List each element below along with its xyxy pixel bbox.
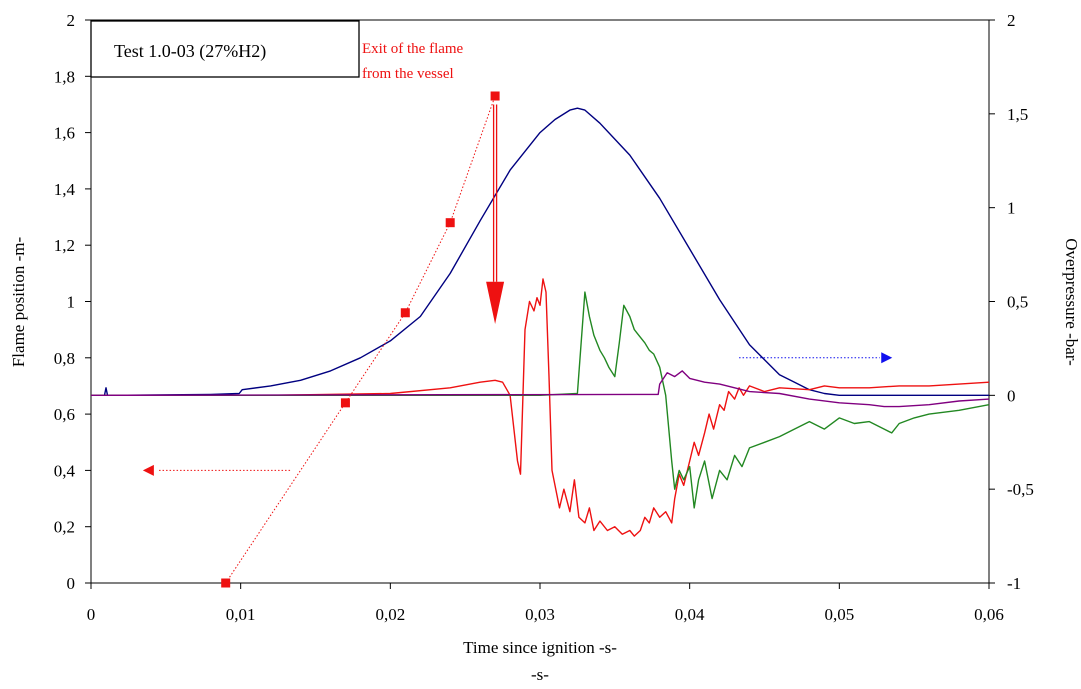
pressure-series-line-4 (91, 370, 989, 408)
exit-arrow-head (486, 281, 505, 325)
x-axis-label: Time since ignition -s- (463, 638, 617, 657)
legend-box: Test 1.0-03 (27%H2) (90, 20, 360, 78)
y-right-tick-label: 1,5 (1007, 105, 1028, 124)
annotation-line-1: Exit of the flame (362, 41, 464, 57)
x-tick-label: 0,03 (525, 605, 555, 624)
y-left-tick-label: 2 (67, 11, 76, 30)
flame-position-marker (445, 218, 455, 228)
series-layer (91, 107, 989, 537)
right-axis-label: Overpressure -bar- (1062, 238, 1081, 366)
y-right-tick-label: 0 (1007, 386, 1016, 405)
legend-box-text: Test 1.0-03 (27%H2) (114, 41, 266, 62)
x-tick-label: 0,01 (226, 605, 256, 624)
flame-position-marker (400, 308, 410, 318)
annotation-arrows (142, 104, 893, 476)
y-left-tick-label: 0,6 (54, 405, 75, 424)
x-axis-sublabel: -s- (531, 665, 549, 684)
y-left-tick-label: 1 (67, 293, 76, 312)
y-left-tick-label: 0,4 (54, 461, 76, 480)
y-left-tick-label: 1,8 (54, 67, 75, 86)
y-left-tick-label: 1,4 (54, 180, 76, 199)
flame-position-line (225, 95, 496, 584)
x-tick-label: 0 (87, 605, 96, 624)
y-left-tick-label: 1,2 (54, 236, 75, 255)
y-right-tick-label: 0,5 (1007, 293, 1028, 312)
y-left-tick-label: 0,8 (54, 349, 75, 368)
y-left-tick-label: 0,2 (54, 518, 75, 537)
y-right-tick-label: -1 (1007, 574, 1021, 593)
pressure-series-line-1 (91, 107, 989, 396)
x-tick-label: 0,06 (974, 605, 1004, 624)
left-axis-label: Flame position -m- (9, 237, 28, 368)
flame-position-marker (221, 578, 231, 588)
y-right-tick-label: 1 (1007, 199, 1016, 218)
x-tick-label: 0,05 (824, 605, 854, 624)
right-axis-arrow-head (881, 352, 893, 364)
flame-position-layer (221, 91, 500, 588)
axis-ticks: 0 0,01 0,02 0,03 0,04 0,05 0,06 0 0,2 0,4 0,6 0,8 1 1… (54, 11, 1034, 624)
y-right-tick-label: 2 (1007, 11, 1016, 30)
flame-position-marker (340, 398, 350, 408)
pressure-series-line-2 (91, 278, 989, 537)
annotation-line-2: from the vessel (362, 66, 454, 82)
y-right-tick-label: -0,5 (1007, 480, 1034, 499)
x-tick-label: 0,04 (675, 605, 705, 624)
x-tick-label: 0,02 (375, 605, 405, 624)
y-left-tick-label: 1,6 (54, 124, 75, 143)
left-axis-arrow-head (142, 464, 154, 476)
y-left-tick-label: 0 (67, 574, 76, 593)
pressure-series-line-3 (91, 291, 989, 509)
flame-position-marker (490, 91, 500, 101)
